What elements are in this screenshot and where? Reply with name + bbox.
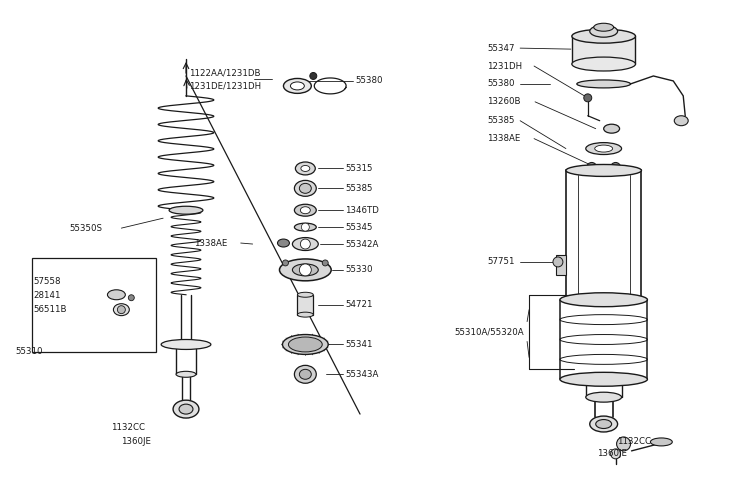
- Ellipse shape: [277, 239, 289, 247]
- Text: 55342A: 55342A: [345, 240, 378, 248]
- Circle shape: [610, 449, 621, 459]
- Ellipse shape: [560, 293, 647, 306]
- Ellipse shape: [169, 206, 203, 214]
- Ellipse shape: [299, 370, 311, 380]
- Text: 1360JE: 1360JE: [122, 438, 152, 446]
- Circle shape: [117, 306, 125, 314]
- Ellipse shape: [572, 29, 635, 43]
- Ellipse shape: [577, 80, 630, 88]
- Circle shape: [584, 94, 591, 102]
- Ellipse shape: [594, 24, 613, 31]
- Ellipse shape: [280, 259, 331, 281]
- Text: 55385: 55385: [345, 184, 373, 193]
- Ellipse shape: [299, 184, 311, 194]
- Ellipse shape: [176, 372, 196, 378]
- Text: 55315: 55315: [345, 164, 373, 173]
- Circle shape: [302, 223, 310, 231]
- Text: 57558: 57558: [34, 278, 61, 286]
- Ellipse shape: [291, 82, 305, 90]
- Ellipse shape: [288, 337, 322, 352]
- Ellipse shape: [594, 145, 613, 152]
- Circle shape: [553, 257, 563, 267]
- Circle shape: [310, 72, 317, 80]
- Bar: [32, 258, 156, 352]
- Ellipse shape: [297, 292, 313, 297]
- Ellipse shape: [586, 392, 621, 402]
- Text: 55345: 55345: [345, 222, 373, 232]
- Text: 55380: 55380: [355, 76, 383, 86]
- Text: 55310: 55310: [15, 347, 42, 356]
- Ellipse shape: [108, 290, 125, 300]
- Ellipse shape: [586, 142, 621, 154]
- Text: 55380: 55380: [488, 80, 515, 88]
- Ellipse shape: [292, 264, 318, 276]
- Text: 1360JE: 1360JE: [597, 450, 627, 458]
- Text: 55347: 55347: [488, 44, 515, 52]
- Ellipse shape: [294, 366, 316, 384]
- Text: 56511B: 56511B: [34, 305, 67, 314]
- Ellipse shape: [590, 26, 618, 37]
- Text: 57751: 57751: [488, 258, 515, 266]
- Ellipse shape: [179, 404, 193, 414]
- Text: 55310A/55320A: 55310A/55320A: [455, 327, 524, 336]
- Ellipse shape: [283, 334, 328, 354]
- Ellipse shape: [560, 372, 647, 386]
- Ellipse shape: [297, 312, 313, 317]
- Text: 1132CC: 1132CC: [616, 438, 651, 446]
- Ellipse shape: [113, 304, 130, 316]
- Text: 1231DH: 1231DH: [488, 62, 523, 70]
- Circle shape: [587, 162, 597, 172]
- Text: 55341: 55341: [345, 340, 373, 349]
- Ellipse shape: [173, 400, 199, 418]
- Ellipse shape: [294, 180, 316, 196]
- Text: 28141: 28141: [34, 291, 61, 300]
- Ellipse shape: [651, 438, 672, 446]
- Text: 1132CC: 1132CC: [111, 422, 146, 432]
- Circle shape: [283, 260, 288, 266]
- Ellipse shape: [566, 294, 641, 306]
- Circle shape: [322, 260, 328, 266]
- Circle shape: [616, 437, 630, 451]
- Text: 13260B: 13260B: [488, 98, 521, 106]
- Ellipse shape: [292, 238, 318, 250]
- Text: 55330: 55330: [345, 266, 373, 274]
- Ellipse shape: [674, 116, 688, 126]
- Ellipse shape: [296, 162, 315, 175]
- Text: 1346TD: 1346TD: [345, 206, 379, 214]
- Circle shape: [299, 264, 311, 276]
- Text: 1338AE: 1338AE: [488, 134, 520, 143]
- Ellipse shape: [572, 57, 635, 71]
- Text: 54721: 54721: [345, 300, 373, 309]
- Ellipse shape: [566, 164, 641, 176]
- Bar: [572, 36, 635, 64]
- Text: 55343A: 55343A: [345, 370, 378, 379]
- Text: 55385: 55385: [488, 116, 515, 125]
- Bar: [297, 294, 313, 314]
- Ellipse shape: [300, 206, 310, 214]
- Text: 1338AE: 1338AE: [194, 238, 228, 248]
- Text: 1122AA/1231DB: 1122AA/1231DB: [189, 68, 261, 78]
- Circle shape: [128, 294, 134, 300]
- Bar: [556, 255, 566, 275]
- Text: 1231DE/1231DH: 1231DE/1231DH: [189, 82, 261, 90]
- Ellipse shape: [301, 166, 310, 172]
- Ellipse shape: [161, 340, 211, 349]
- Ellipse shape: [590, 416, 618, 432]
- Ellipse shape: [596, 420, 612, 428]
- Ellipse shape: [604, 124, 619, 133]
- Ellipse shape: [283, 78, 311, 94]
- Ellipse shape: [294, 204, 316, 216]
- Text: 55350S: 55350S: [70, 224, 102, 232]
- Circle shape: [300, 239, 310, 249]
- Ellipse shape: [294, 223, 316, 231]
- Circle shape: [610, 162, 621, 172]
